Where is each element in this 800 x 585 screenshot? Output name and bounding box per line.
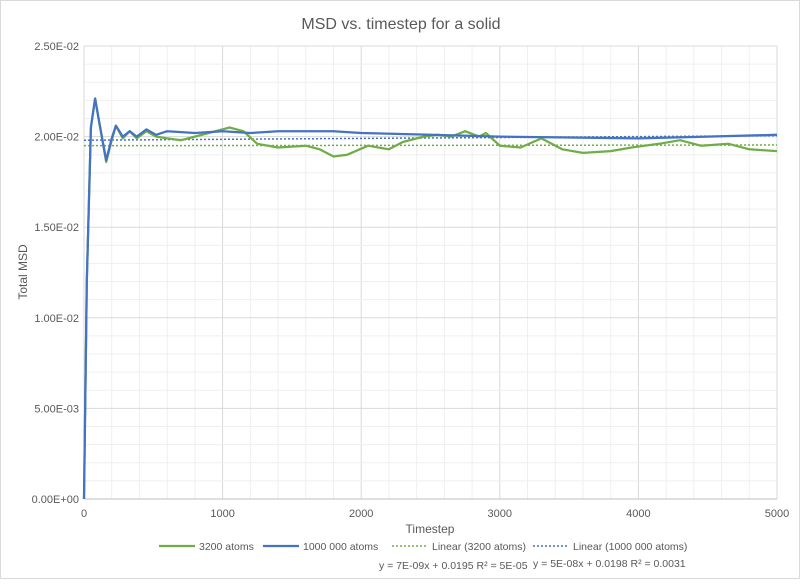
- trendline-equation: y = 7E-09x + 0.0195 R² = 5E-05: [379, 560, 528, 572]
- series-line: [82, 97, 778, 500]
- x-tick-label: 5000: [765, 508, 789, 520]
- legend-label: Linear (3200 atoms): [432, 541, 526, 553]
- legend-label: Linear (1000 000 atoms): [573, 541, 687, 553]
- y-tick-label: 0.00E+00: [32, 494, 79, 506]
- x-tick-label: 0: [81, 508, 87, 520]
- x-tick-label: 2000: [349, 508, 373, 520]
- x-tick-label: 1000: [210, 508, 234, 520]
- x-axis-label: Timestep: [406, 522, 455, 536]
- x-tick-label: 4000: [626, 508, 650, 520]
- y-tick-label: 1.00E-02: [34, 313, 79, 325]
- y-tick-label: 1.50E-02: [34, 222, 79, 234]
- legend-label: 1000 000 atoms: [303, 541, 378, 553]
- x-tick-label: 3000: [488, 508, 512, 520]
- trendline: [83, 134, 778, 141]
- y-tick-label: 2.50E-02: [34, 41, 79, 53]
- trendline-equation: y = 5E-08x + 0.0198 R² = 0.0031: [533, 558, 686, 570]
- y-tick-label: 2.00E-02: [34, 132, 79, 144]
- trendline: [83, 144, 778, 147]
- legend-label: 3200 atoms: [199, 541, 254, 553]
- series-line: [82, 97, 778, 500]
- chart-title: MSD vs. timestep for a solid: [301, 16, 500, 33]
- y-tick-label: 5.00E-03: [34, 403, 79, 415]
- y-axis-label: Total MSD: [16, 244, 30, 300]
